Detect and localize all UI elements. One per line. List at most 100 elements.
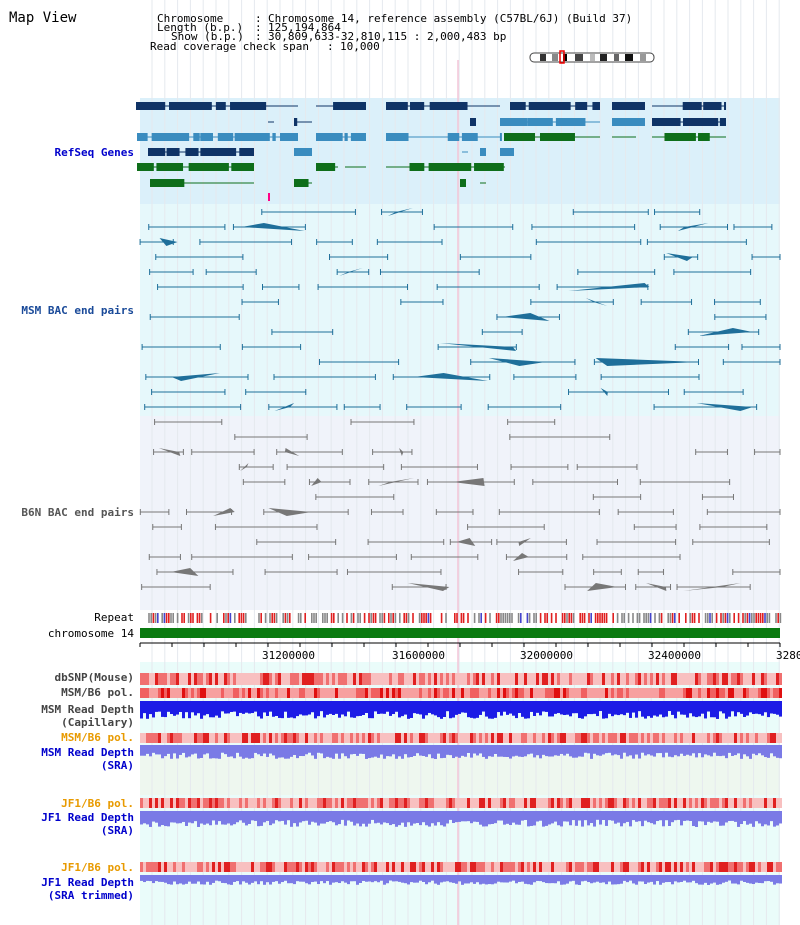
msm-b6-pol-cell bbox=[152, 733, 155, 743]
jf1-b6-pol-cell bbox=[374, 862, 377, 872]
msm-depth-sra-bar bbox=[440, 745, 443, 759]
repeat-element bbox=[407, 613, 410, 623]
repeat-element bbox=[759, 613, 762, 623]
track-label-refseq[interactable]: RefSeq Genes bbox=[54, 146, 134, 159]
msm-depth-cap-bar bbox=[350, 701, 353, 718]
msm-b6-pol-cell bbox=[428, 688, 431, 698]
msm-depth-sra-bar bbox=[500, 745, 503, 757]
jf1-b6-pol-cell bbox=[740, 862, 743, 872]
jf1-depth-trim-bar bbox=[506, 875, 509, 883]
jf1-b6-pol-cell bbox=[155, 798, 158, 808]
track-label-msm-bac[interactable]: MSM BAC end pairs bbox=[21, 304, 134, 317]
msm-depth-cap-bar bbox=[143, 701, 146, 714]
msm-b6-pol-cell bbox=[674, 733, 677, 743]
repeat-element bbox=[311, 613, 313, 623]
msm-b6-pol-cell bbox=[494, 688, 497, 698]
dbsnp-cell bbox=[413, 673, 416, 685]
msm-b6-pol-cell bbox=[473, 688, 476, 698]
msm-b6-pol-cell bbox=[644, 733, 647, 743]
dbsnp-cell bbox=[167, 673, 170, 685]
jf1-depth-trim-bar bbox=[416, 875, 419, 883]
msm-b6-pol-cell bbox=[725, 688, 728, 698]
msm-depth-cap-bar bbox=[284, 701, 287, 712]
jf1-b6-pol-cell bbox=[428, 798, 431, 808]
jf1-b6-pol-cell bbox=[389, 862, 392, 872]
repeat-element bbox=[240, 613, 243, 623]
jf1-b6-pol-cell bbox=[632, 798, 635, 808]
jf1-depth-sra-bar bbox=[482, 811, 485, 827]
jf1-b6-pol-cell bbox=[752, 798, 755, 808]
msm-b6-pol-cell bbox=[632, 688, 635, 698]
jf1-depth-sra-bar bbox=[155, 811, 158, 823]
msm-depth-cap-bar bbox=[719, 701, 722, 712]
jf1-depth-sra-bar bbox=[248, 811, 251, 824]
jf1-b6-pol-cell bbox=[281, 798, 284, 808]
jf1-b6-pol-cell bbox=[635, 862, 638, 872]
msm-depth-cap-bar bbox=[767, 701, 770, 718]
jf1-depth-trim-bar bbox=[350, 875, 353, 882]
jf1-b6-pol-cell bbox=[263, 862, 266, 872]
track-label-msm-b6-pol-2: MSM/B6 pol. bbox=[61, 731, 134, 744]
msm-depth-cap-bar bbox=[374, 701, 377, 712]
msm-b6-pol-cell bbox=[353, 733, 356, 743]
msm-depth-cap-bar bbox=[347, 701, 350, 712]
msm-b6-pol-cell bbox=[740, 733, 743, 743]
repeat-element bbox=[154, 613, 157, 623]
jf1-b6-pol-cell bbox=[473, 862, 476, 872]
dbsnp-cell bbox=[650, 673, 653, 685]
track-label-b6n-bac[interactable]: B6N BAC end pairs bbox=[21, 506, 134, 519]
jf1-depth-trim-bar bbox=[335, 875, 338, 883]
repeat-element bbox=[190, 613, 192, 623]
dbsnp-cell bbox=[749, 673, 752, 685]
repeat-element bbox=[601, 613, 603, 623]
jf1-depth-trim-bar bbox=[317, 875, 320, 885]
dbsnp-cell bbox=[548, 673, 551, 685]
msm-depth-sra-bar bbox=[275, 745, 278, 759]
msm-depth-sra-bar bbox=[758, 745, 761, 754]
dbsnp-cell bbox=[575, 673, 578, 685]
colon: : bbox=[255, 21, 262, 34]
jf1-depth-sra-bar bbox=[449, 811, 452, 820]
msm-b6-pol-cell bbox=[164, 733, 167, 743]
jf1-depth-sra-bar bbox=[662, 811, 665, 827]
msm-depth-sra-bar bbox=[641, 745, 644, 753]
msm-depth-cap-bar bbox=[242, 701, 245, 714]
msm-b6-pol-cell bbox=[350, 688, 353, 698]
msm-b6-pol-cell bbox=[158, 733, 161, 743]
msm-depth-cap-bar bbox=[227, 701, 230, 714]
jf1-b6-pol-cell bbox=[602, 862, 605, 872]
jf1-b6-pol-cell bbox=[161, 798, 164, 808]
msm-depth-cap-bar bbox=[695, 701, 698, 718]
jf1-depth-trim-bar bbox=[449, 875, 452, 883]
msm-depth-cap-bar bbox=[155, 701, 158, 712]
msm-depth-cap-bar bbox=[650, 701, 653, 718]
dbsnp-cell bbox=[209, 673, 212, 685]
msm-b6-pol-cell bbox=[203, 688, 206, 698]
jf1-depth-sra-bar bbox=[470, 811, 473, 824]
jf1-b6-pol-cell bbox=[353, 862, 356, 872]
jf1-b6-pol-cell bbox=[767, 862, 770, 872]
dbsnp-cell bbox=[758, 673, 761, 685]
jf1-b6-pol-cell bbox=[413, 862, 416, 872]
jf1-depth-trim-bar bbox=[755, 875, 758, 883]
jf1-depth-trim-bar bbox=[197, 875, 200, 882]
msm-b6-pol-cell bbox=[326, 733, 329, 743]
chromosome-ideogram[interactable] bbox=[530, 53, 654, 62]
msm-depth-sra-bar bbox=[494, 745, 497, 754]
jf1-b6-pol-cell bbox=[617, 862, 620, 872]
msm-depth-sra-bar bbox=[476, 745, 479, 756]
msm-b6-pol-cell bbox=[758, 688, 761, 698]
jf1-b6-pol-cell bbox=[488, 798, 491, 808]
jf1-b6-pol-cell bbox=[410, 862, 413, 872]
jf1-depth-sra-bar bbox=[728, 811, 731, 821]
msm-b6-pol-cell bbox=[563, 688, 566, 698]
msm-b6-pol-cell bbox=[779, 688, 782, 698]
b6n-bac-pair-arrow bbox=[311, 478, 322, 486]
gene-exon bbox=[410, 102, 425, 110]
jf1-b6-pol-cell bbox=[587, 862, 590, 872]
msm-b6-pol-cell bbox=[155, 733, 158, 743]
msm-b6-pol-cell bbox=[602, 733, 605, 743]
jf1-b6-pol-cell bbox=[719, 862, 722, 872]
gene-exon bbox=[148, 148, 166, 156]
